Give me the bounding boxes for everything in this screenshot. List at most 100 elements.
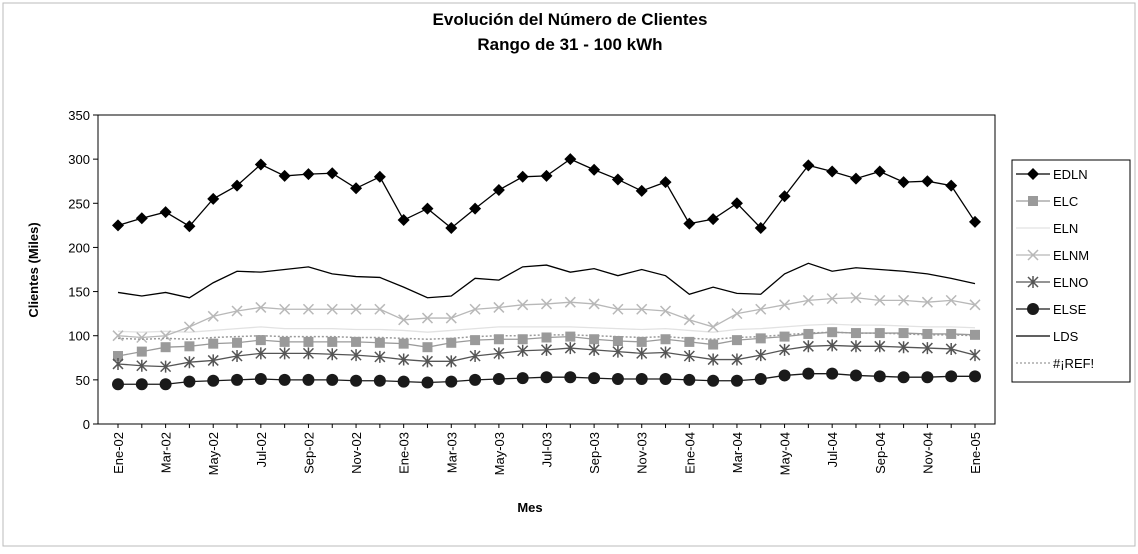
point (683, 314, 695, 326)
point (802, 294, 814, 306)
point (1027, 249, 1039, 261)
point (254, 158, 267, 171)
point (945, 294, 957, 306)
point (612, 345, 624, 358)
point (921, 371, 934, 384)
point (969, 215, 981, 228)
point (850, 328, 861, 339)
point (183, 220, 196, 233)
y-tick-label: 100 (68, 329, 90, 344)
point (350, 349, 362, 362)
chart-subtitle: Rango de 31 - 100 kWh (477, 35, 662, 54)
point (541, 332, 552, 343)
point (849, 369, 862, 382)
x-tick-label: Ene-05 (968, 432, 983, 474)
point (612, 336, 623, 347)
point (207, 374, 220, 387)
point (683, 373, 696, 386)
point (398, 353, 410, 366)
point (112, 378, 124, 391)
point (921, 175, 934, 188)
point (469, 373, 482, 386)
point (898, 341, 910, 354)
point (873, 165, 886, 178)
point (231, 305, 243, 317)
point (1027, 303, 1039, 315)
point (659, 305, 672, 317)
point (493, 334, 504, 345)
point (969, 299, 981, 311)
point (159, 378, 172, 391)
point (922, 328, 933, 339)
point (874, 340, 886, 353)
legend-label: ELSE (1053, 302, 1087, 317)
point (755, 349, 767, 362)
point (564, 296, 576, 308)
point (374, 303, 386, 315)
point (517, 344, 529, 357)
point (327, 336, 338, 347)
x-tick-label: Nov-03 (635, 432, 650, 474)
legend-label: ELNM (1053, 248, 1089, 263)
point (279, 336, 290, 347)
point (540, 169, 553, 182)
point (326, 167, 339, 180)
point (897, 371, 910, 384)
x-tick-label: Sep-04 (873, 432, 888, 474)
x-tick-label: Sep-03 (587, 432, 602, 474)
point (469, 303, 481, 315)
point (398, 338, 409, 349)
point (730, 197, 743, 210)
point (207, 354, 219, 367)
point (231, 373, 244, 386)
x-tick-label: May-03 (492, 432, 507, 475)
point (802, 340, 814, 353)
point (873, 370, 886, 383)
point (279, 347, 291, 360)
point (255, 301, 267, 313)
point (373, 170, 386, 183)
point (589, 334, 600, 345)
legend-label: #¡REF! (1053, 356, 1094, 371)
point (731, 353, 743, 366)
point (564, 371, 577, 384)
point (755, 333, 766, 344)
point (184, 341, 195, 352)
series-line (117, 331, 976, 340)
point (374, 337, 385, 348)
point (636, 336, 647, 347)
point (731, 308, 743, 320)
point (826, 339, 838, 352)
y-tick-label: 250 (68, 196, 90, 211)
point (326, 303, 338, 315)
point (779, 299, 791, 311)
point (635, 184, 648, 197)
point (659, 346, 672, 359)
point (946, 328, 957, 339)
point (754, 372, 767, 385)
point (469, 202, 482, 215)
point (397, 375, 410, 388)
point (398, 314, 410, 326)
point (112, 330, 124, 342)
x-tick-label: Sep-02 (301, 432, 316, 474)
point (612, 303, 624, 315)
point (707, 374, 720, 387)
point (183, 356, 195, 369)
point (373, 374, 386, 387)
point (1028, 196, 1038, 206)
point (136, 331, 148, 344)
point (350, 303, 362, 315)
point (302, 347, 314, 360)
legend-label: ELNO (1053, 275, 1088, 290)
point (850, 340, 862, 353)
point (374, 350, 386, 363)
point (730, 374, 743, 387)
point (945, 342, 957, 355)
y-tick-label: 200 (68, 240, 90, 255)
point (611, 173, 624, 186)
point (898, 328, 909, 339)
point (849, 172, 862, 185)
point (659, 372, 672, 385)
